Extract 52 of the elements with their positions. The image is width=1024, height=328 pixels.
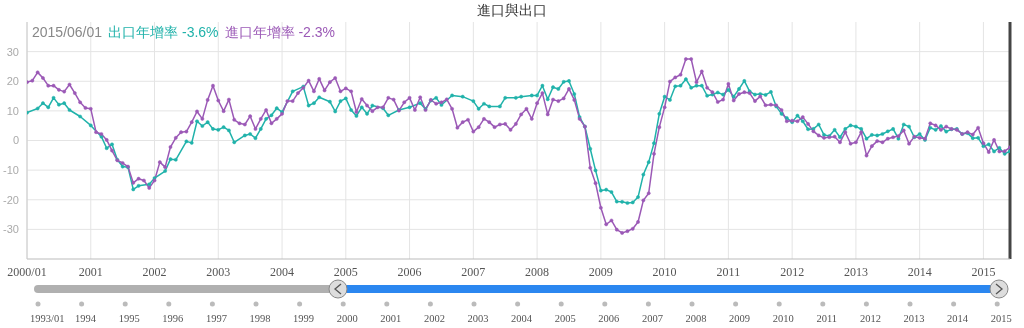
text: 1998 (249, 313, 271, 324)
text: 1993/01 (30, 313, 65, 324)
x-tick-label: 2005 (333, 264, 358, 279)
x-tick-label: 2006 (397, 264, 422, 279)
text: 2011 (816, 313, 838, 324)
text: 2009 (729, 313, 751, 324)
text: 1994 (75, 313, 97, 324)
x-tick-label: 2000/01 (7, 264, 47, 279)
x-tick-label: 2002 (142, 264, 167, 279)
text: 2008 (685, 313, 707, 324)
x-tick-label: 2014 (907, 264, 932, 279)
x-tick-label: 2012 (780, 264, 805, 279)
text: 進口年增率 (224, 24, 295, 40)
chart-title: 進口與出口 (476, 2, 548, 20)
text: 2007 (641, 313, 663, 324)
text: 2003 (467, 313, 489, 324)
x-tick-label: 2009 (588, 264, 613, 279)
x-tick-label: 2015 (971, 264, 996, 279)
x-tick-label: 2008 (525, 264, 550, 279)
text: 1999 (293, 313, 315, 324)
text: 1995 (118, 313, 140, 324)
text: 2002 (423, 313, 445, 324)
text: 2014 (947, 313, 969, 324)
text: 2006 (598, 313, 620, 324)
x-tick-label: 2001 (78, 264, 103, 279)
x-tick-label: 2007 (461, 264, 486, 279)
text: 2001 (380, 313, 402, 324)
text: 1996 (162, 313, 184, 324)
y-tick-label: -10 (3, 164, 19, 177)
y-tick-label: 30 (6, 45, 19, 58)
text: 2004 (511, 313, 533, 324)
annotation: -2.3% (298, 24, 336, 40)
text: 2005 (554, 313, 576, 324)
annotation: -3.6% (181, 24, 219, 40)
x-tick-label: 2004 (270, 264, 295, 279)
x-tick-label: 2010 (652, 264, 677, 279)
y-tick-label: 20 (6, 75, 19, 88)
text: 2015 (990, 313, 1012, 324)
y-tick-label: -20 (3, 193, 19, 206)
y-tick-label: 0 (12, 134, 19, 147)
text: 2012 (859, 313, 881, 324)
x-tick-label: 2011 (716, 264, 741, 279)
x-tick-label: 2003 (206, 264, 231, 279)
text: 2010 (772, 313, 794, 324)
y-tick-label: 10 (6, 104, 19, 117)
x-tick-label: 2013 (843, 264, 868, 279)
text: 2000 (336, 313, 358, 324)
text: 1997 (205, 313, 227, 324)
y-tick-label: -30 (3, 223, 19, 236)
legend-title: 2015/06/01 (32, 24, 103, 40)
text: 出口年增率 (108, 24, 179, 40)
text: 2013 (903, 313, 925, 324)
